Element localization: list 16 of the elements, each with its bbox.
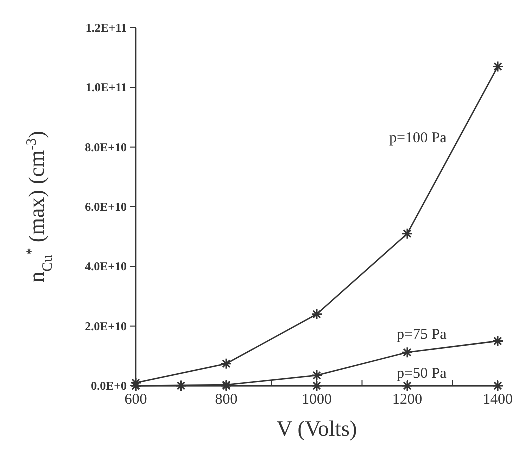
- x-tick-label: 800: [215, 392, 238, 408]
- y-tick-label: 1.2E+11: [86, 21, 127, 35]
- series-label: p=100 Pa: [390, 130, 448, 146]
- series-label: p=75 Pa: [397, 326, 448, 343]
- y-tick-label: 6.0E+10: [85, 200, 127, 214]
- y-tick-label: 1.0E+11: [86, 80, 127, 95]
- x-tick-label: 600: [124, 392, 148, 408]
- y-tick-label: 2.0E+10: [85, 319, 127, 334]
- legend-label: p=50 Pa: [397, 366, 448, 382]
- x-tick-label: 1200: [392, 392, 422, 408]
- x-axis-title: V (Volts): [276, 416, 358, 441]
- y-tick-label: 8.0E+10: [85, 140, 127, 154]
- y-tick-label: 4.0E+10: [85, 260, 127, 274]
- y-tick-label: 0.0E+0: [91, 379, 127, 393]
- x-tick-label: 1000: [302, 392, 332, 408]
- x-tick-label: 1400: [483, 392, 513, 408]
